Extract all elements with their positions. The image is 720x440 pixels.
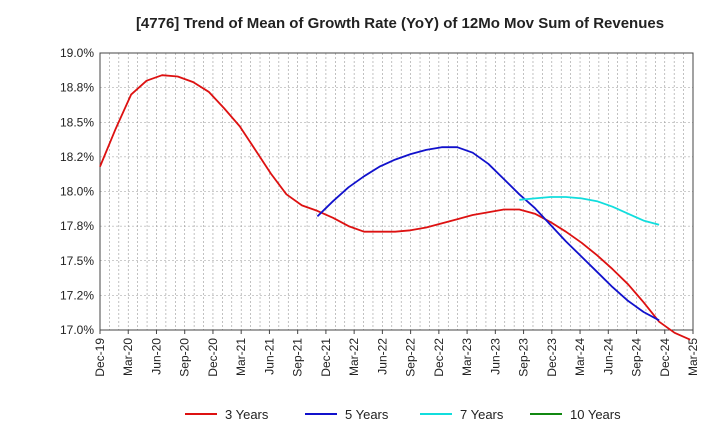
- x-tick-label: Dec-20: [206, 338, 220, 377]
- y-tick-label: 19.0%: [60, 46, 94, 60]
- legend-label: 3 Years: [225, 407, 269, 422]
- x-tick-label: Dec-23: [545, 338, 559, 377]
- series-lines: [99, 74, 691, 341]
- y-tick-label: 17.0%: [60, 323, 94, 337]
- x-tick-label: Mar-23: [460, 338, 474, 376]
- y-tick-label: 18.5%: [60, 115, 94, 129]
- x-tick-label: Dec-22: [432, 338, 446, 377]
- legend-label: 7 Years: [460, 407, 504, 422]
- x-tick-label: Dec-24: [658, 338, 672, 377]
- y-tick-label: 18.8%: [60, 81, 94, 95]
- x-tick-label: Sep-21: [291, 338, 305, 377]
- y-tick-label: 17.8%: [60, 219, 94, 233]
- x-tick-label: Jun-21: [262, 338, 276, 375]
- x-tick-label: Mar-21: [234, 338, 248, 376]
- x-tick-label: Mar-20: [121, 338, 135, 376]
- plot-border: [99, 52, 694, 331]
- x-tick-label: Jun-20: [149, 338, 163, 375]
- x-tick-label: Sep-24: [630, 338, 644, 377]
- x-tick-label: Sep-20: [178, 338, 192, 377]
- x-tick-label: Sep-23: [517, 338, 531, 377]
- y-tick-label: 18.0%: [60, 185, 94, 199]
- x-tick-label: Sep-22: [404, 338, 418, 377]
- series-line-3-years: [99, 74, 691, 341]
- x-tick-label: Jun-22: [375, 338, 389, 375]
- x-tick-label: Mar-24: [573, 338, 587, 376]
- y-tick-label: 17.5%: [60, 254, 94, 268]
- legend: 3 Years 5 Years 7 Years 10 Years: [185, 407, 621, 422]
- y-tick-label: 18.2%: [60, 150, 94, 164]
- axes: 17.0% 17.2% 17.5% 17.8% 18.0% 18.2% 18.5% 18.8%…: [60, 46, 700, 377]
- y-tick-label: 17.2%: [60, 288, 94, 302]
- x-tick-label: Dec-19: [93, 338, 107, 377]
- chart-title: [4776] Trend of Mean of Growth Rate (YoY…: [136, 15, 664, 32]
- legend-label: 10 Years: [570, 407, 621, 422]
- series-line-7-years: [519, 196, 660, 226]
- series-line-5-years: [316, 146, 660, 322]
- x-tick-label: Jun-24: [601, 338, 615, 375]
- legend-label: 5 Years: [345, 407, 389, 422]
- x-tick-label: Dec-21: [319, 338, 333, 377]
- x-tick-label: Jun-23: [488, 338, 502, 375]
- x-tick-label: Mar-22: [347, 338, 361, 376]
- x-tick-label: Mar-25: [686, 338, 700, 376]
